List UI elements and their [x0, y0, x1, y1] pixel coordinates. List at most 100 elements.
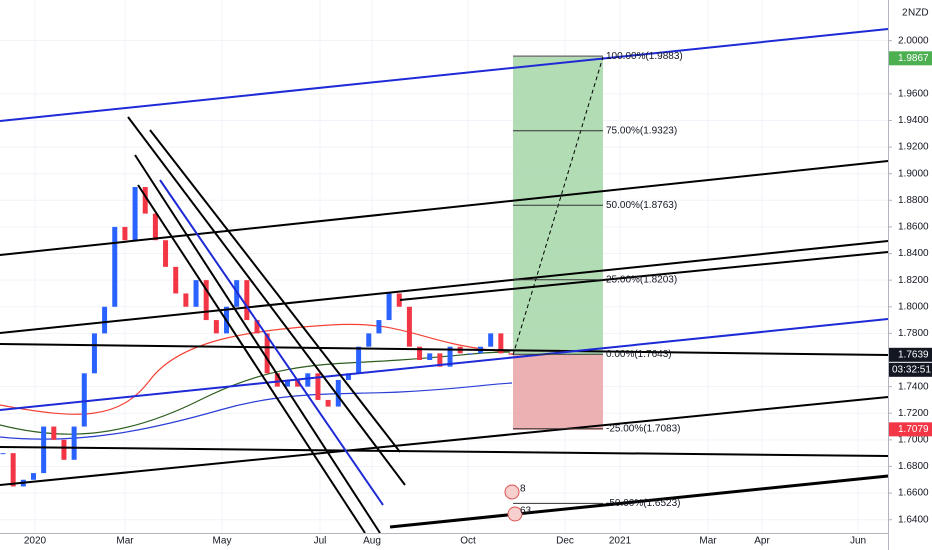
price-badge [889, 347, 932, 362]
axis-labels: 2.0000 1.9600 1.9400 1.9200 1.9000 1.8800 1.86… [24, 35, 932, 547]
fib-levels: 100.00%(1.9883) 75.00%(1.9323) 50.00%(1.87… [513, 51, 683, 509]
candle [81, 373, 87, 427]
price-badge-label: 1.7639 [898, 349, 929, 360]
trend-line [0, 446, 889, 457]
unit: NZD [908, 8, 929, 19]
trend-line [0, 343, 889, 356]
candle [163, 240, 169, 267]
fib-label: -25.00%(1.7083) [606, 423, 681, 434]
candle [254, 320, 260, 334]
price-badge [889, 422, 932, 437]
candle [335, 379, 341, 407]
channel-line [127, 116, 406, 486]
candle [396, 293, 402, 307]
marker-label[interactable]: 8 [520, 484, 526, 495]
ma-green [0, 351, 511, 435]
y-tick-label: 1.9600 [898, 88, 929, 99]
fib-label: 0.00%(1.7643) [606, 349, 672, 360]
ma-red [0, 323, 511, 415]
ma-blue [0, 382, 513, 440]
x-tick-label: Jun [850, 536, 866, 547]
fib-label: -50.00%(1.6523) [606, 498, 681, 509]
fib-label: 100.00%(1.9883) [606, 51, 683, 62]
candle [406, 306, 412, 347]
channel-line [134, 154, 381, 534]
projection [512, 56, 604, 356]
price-badge-label: 1.7079 [898, 424, 929, 435]
trend-line [0, 28, 889, 122]
candle [284, 379, 290, 387]
y-tick-label: 1.7800 [898, 328, 929, 339]
x-tick-label: Oct [460, 536, 476, 547]
moving-averages [0, 323, 513, 440]
y-tick-label: 1.7200 [898, 408, 929, 419]
y-tick-label: 2.0000 [898, 35, 929, 46]
x-tick-label: May [213, 536, 232, 547]
candle [112, 226, 118, 307]
candle [305, 373, 311, 387]
y-tick-label: 1.9000 [898, 168, 929, 179]
channel-line [149, 129, 401, 453]
time-axis [0, 533, 888, 550]
trend-line [389, 474, 889, 529]
x-tick-label: Jul [314, 536, 327, 547]
countdown: 03:32:51 [892, 364, 931, 375]
y-tick-label: 1.6800 [898, 461, 929, 472]
marker-icon[interactable] [504, 484, 520, 500]
y-tick-label: 1.8000 [898, 301, 929, 312]
candle [142, 187, 148, 214]
x-tick-label: 2021 [609, 536, 632, 547]
y-tick-label: 1.6600 [898, 488, 929, 499]
candles [0, 187, 514, 487]
marker-label[interactable]: 63 [520, 506, 532, 517]
candle [10, 453, 16, 487]
candle [51, 426, 57, 440]
y-tick-label: 1.6400 [898, 514, 929, 525]
candle [447, 346, 453, 367]
candle [30, 473, 36, 480]
marker-icon[interactable] [507, 506, 523, 522]
candle [0, 453, 6, 455]
x-tick-label: Apr [754, 536, 770, 547]
candle [274, 373, 280, 387]
candle [264, 333, 270, 374]
candle [325, 399, 331, 407]
channel-line [137, 184, 366, 534]
trend-line [0, 318, 889, 411]
candle [61, 439, 67, 460]
x-tick-label: Mar [699, 536, 717, 547]
unit-top: 2 [902, 8, 908, 19]
candle [203, 280, 209, 321]
candle [152, 213, 158, 241]
fib-label: 75.00%(1.9323) [606, 125, 677, 136]
candle [345, 373, 351, 380]
candle [132, 187, 138, 241]
candle [417, 346, 423, 360]
candle [183, 293, 189, 307]
candle [356, 346, 362, 374]
y-tick-label: 1.8200 [898, 275, 929, 286]
price-badge [889, 51, 932, 66]
trend-line [0, 240, 889, 334]
channel-line [159, 179, 384, 506]
candle [467, 353, 473, 355]
trend-lines [0, 28, 889, 534]
x-tick-label: Mar [116, 536, 134, 547]
y-tick-label: 1.7400 [898, 381, 929, 392]
event-markers: 8 63 [504, 484, 532, 522]
x-tick-label: Dec [556, 536, 574, 547]
candle [295, 379, 301, 387]
candle [173, 266, 179, 294]
candle [102, 306, 108, 334]
candle [437, 353, 443, 367]
candle [386, 293, 392, 321]
fib-label: 25.00%(1.8203) [606, 274, 677, 285]
candle [71, 426, 77, 460]
candle [366, 333, 372, 347]
countdown-badge [889, 362, 932, 377]
y-tick-label: 1.7000 [898, 434, 929, 445]
candle [193, 280, 199, 307]
price-axis [888, 0, 932, 550]
